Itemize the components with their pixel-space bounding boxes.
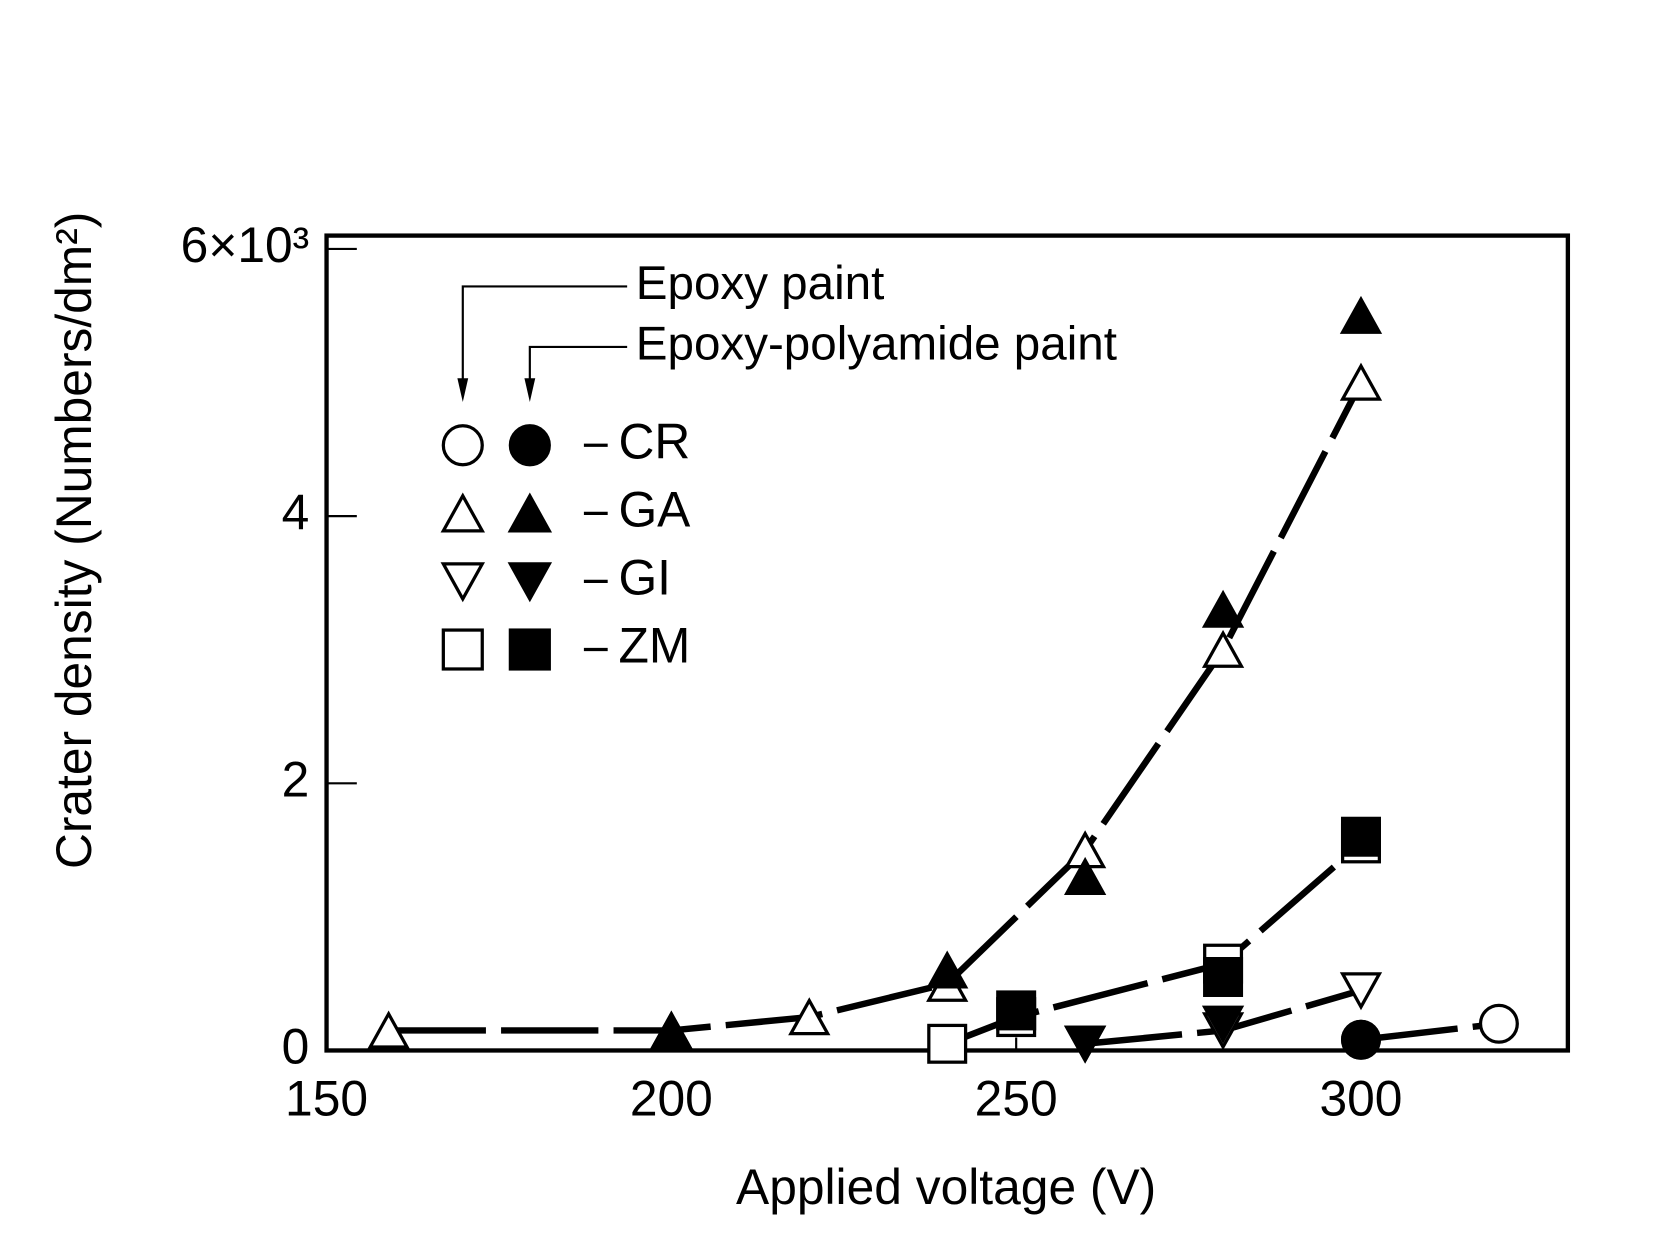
y-tick-label: 6×10³ xyxy=(181,217,310,273)
marker xyxy=(1339,362,1383,401)
x-tick-label: 150 xyxy=(285,1070,368,1126)
marker xyxy=(1063,856,1107,895)
legend-marker xyxy=(440,492,486,533)
marker xyxy=(1201,1005,1245,1044)
marker xyxy=(1340,816,1381,857)
marker xyxy=(926,950,969,989)
legend-marker xyxy=(508,424,551,467)
marker xyxy=(1340,1019,1381,1060)
x-tick-label: 300 xyxy=(1319,1070,1402,1126)
y-tick-label: 0 xyxy=(282,1019,310,1075)
legend-marker xyxy=(508,628,551,671)
fit-line xyxy=(388,381,1364,1034)
legend-marker xyxy=(441,424,484,467)
marker xyxy=(367,1010,410,1049)
x-axis-label: Applied voltage (V) xyxy=(736,1159,1156,1215)
legend-marker xyxy=(507,492,553,533)
legend-label: GA xyxy=(618,481,691,537)
legend-header: Epoxy paint xyxy=(636,257,885,310)
marker xyxy=(1339,972,1383,1011)
legend-marker xyxy=(507,562,553,603)
legend-label: ZM xyxy=(618,618,690,674)
marker xyxy=(927,1023,968,1064)
legend-label: CR xyxy=(618,413,690,469)
marker xyxy=(1201,629,1245,668)
fit-line xyxy=(946,840,1364,1047)
x-tick-label: 250 xyxy=(975,1070,1058,1126)
y-axis-label: Crater density (Numbers/dm²) xyxy=(46,212,102,869)
legend-header: Epoxy-polyamide paint xyxy=(636,317,1117,370)
marker xyxy=(1063,1025,1107,1064)
legend-arrowheads xyxy=(457,378,536,403)
legend-arrows xyxy=(461,285,628,395)
marker xyxy=(788,997,831,1036)
marker xyxy=(1203,957,1244,997)
legend-marker xyxy=(441,628,484,671)
marker xyxy=(1201,589,1245,628)
x-tick-label: 200 xyxy=(630,1070,713,1126)
y-tick-label: 4 xyxy=(282,484,310,540)
marker xyxy=(1478,1003,1519,1044)
legend-marker xyxy=(440,562,486,603)
legend-label: GI xyxy=(618,550,671,606)
marker xyxy=(1339,295,1383,334)
marker xyxy=(650,1010,693,1049)
fit-line xyxy=(1360,1020,1500,1044)
y-tick-label: 2 xyxy=(282,751,310,807)
marker xyxy=(996,990,1037,1031)
